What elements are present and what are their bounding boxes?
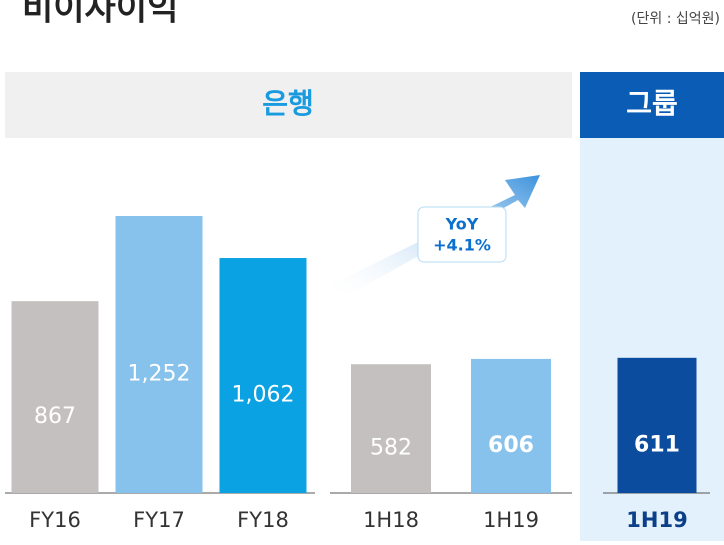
section-label: 은행 [262,87,314,120]
annotation: YoY [445,215,479,234]
value-label: 582 [370,436,412,461]
group-header [580,72,724,138]
x-tick-label: FY18 [237,508,289,532]
annotation: +4.1% [433,236,491,255]
x-tick-label: 1H18 [363,508,419,532]
x-tick-label: 1H19 [626,508,687,532]
value-label: 606 [488,433,534,458]
bar [471,358,551,493]
bar [115,216,203,493]
x-tick-label: FY17 [133,508,185,532]
title: 비이자이익 [22,0,178,29]
value-label: 867 [34,404,76,429]
bar [11,301,99,493]
unit: (단위 : 십억원) [631,11,720,27]
x-tick-label: FY16 [29,508,81,532]
bar [617,357,697,493]
value-label: 611 [634,432,680,457]
bar [351,364,431,493]
bank-header [5,72,572,138]
section-label: 그룹 [626,87,678,120]
value-label: 1,252 [128,362,191,387]
annotation-box [417,206,507,263]
value-label: 1,062 [232,383,295,408]
x-tick-label: 1H19 [483,508,539,532]
bar [219,258,307,493]
